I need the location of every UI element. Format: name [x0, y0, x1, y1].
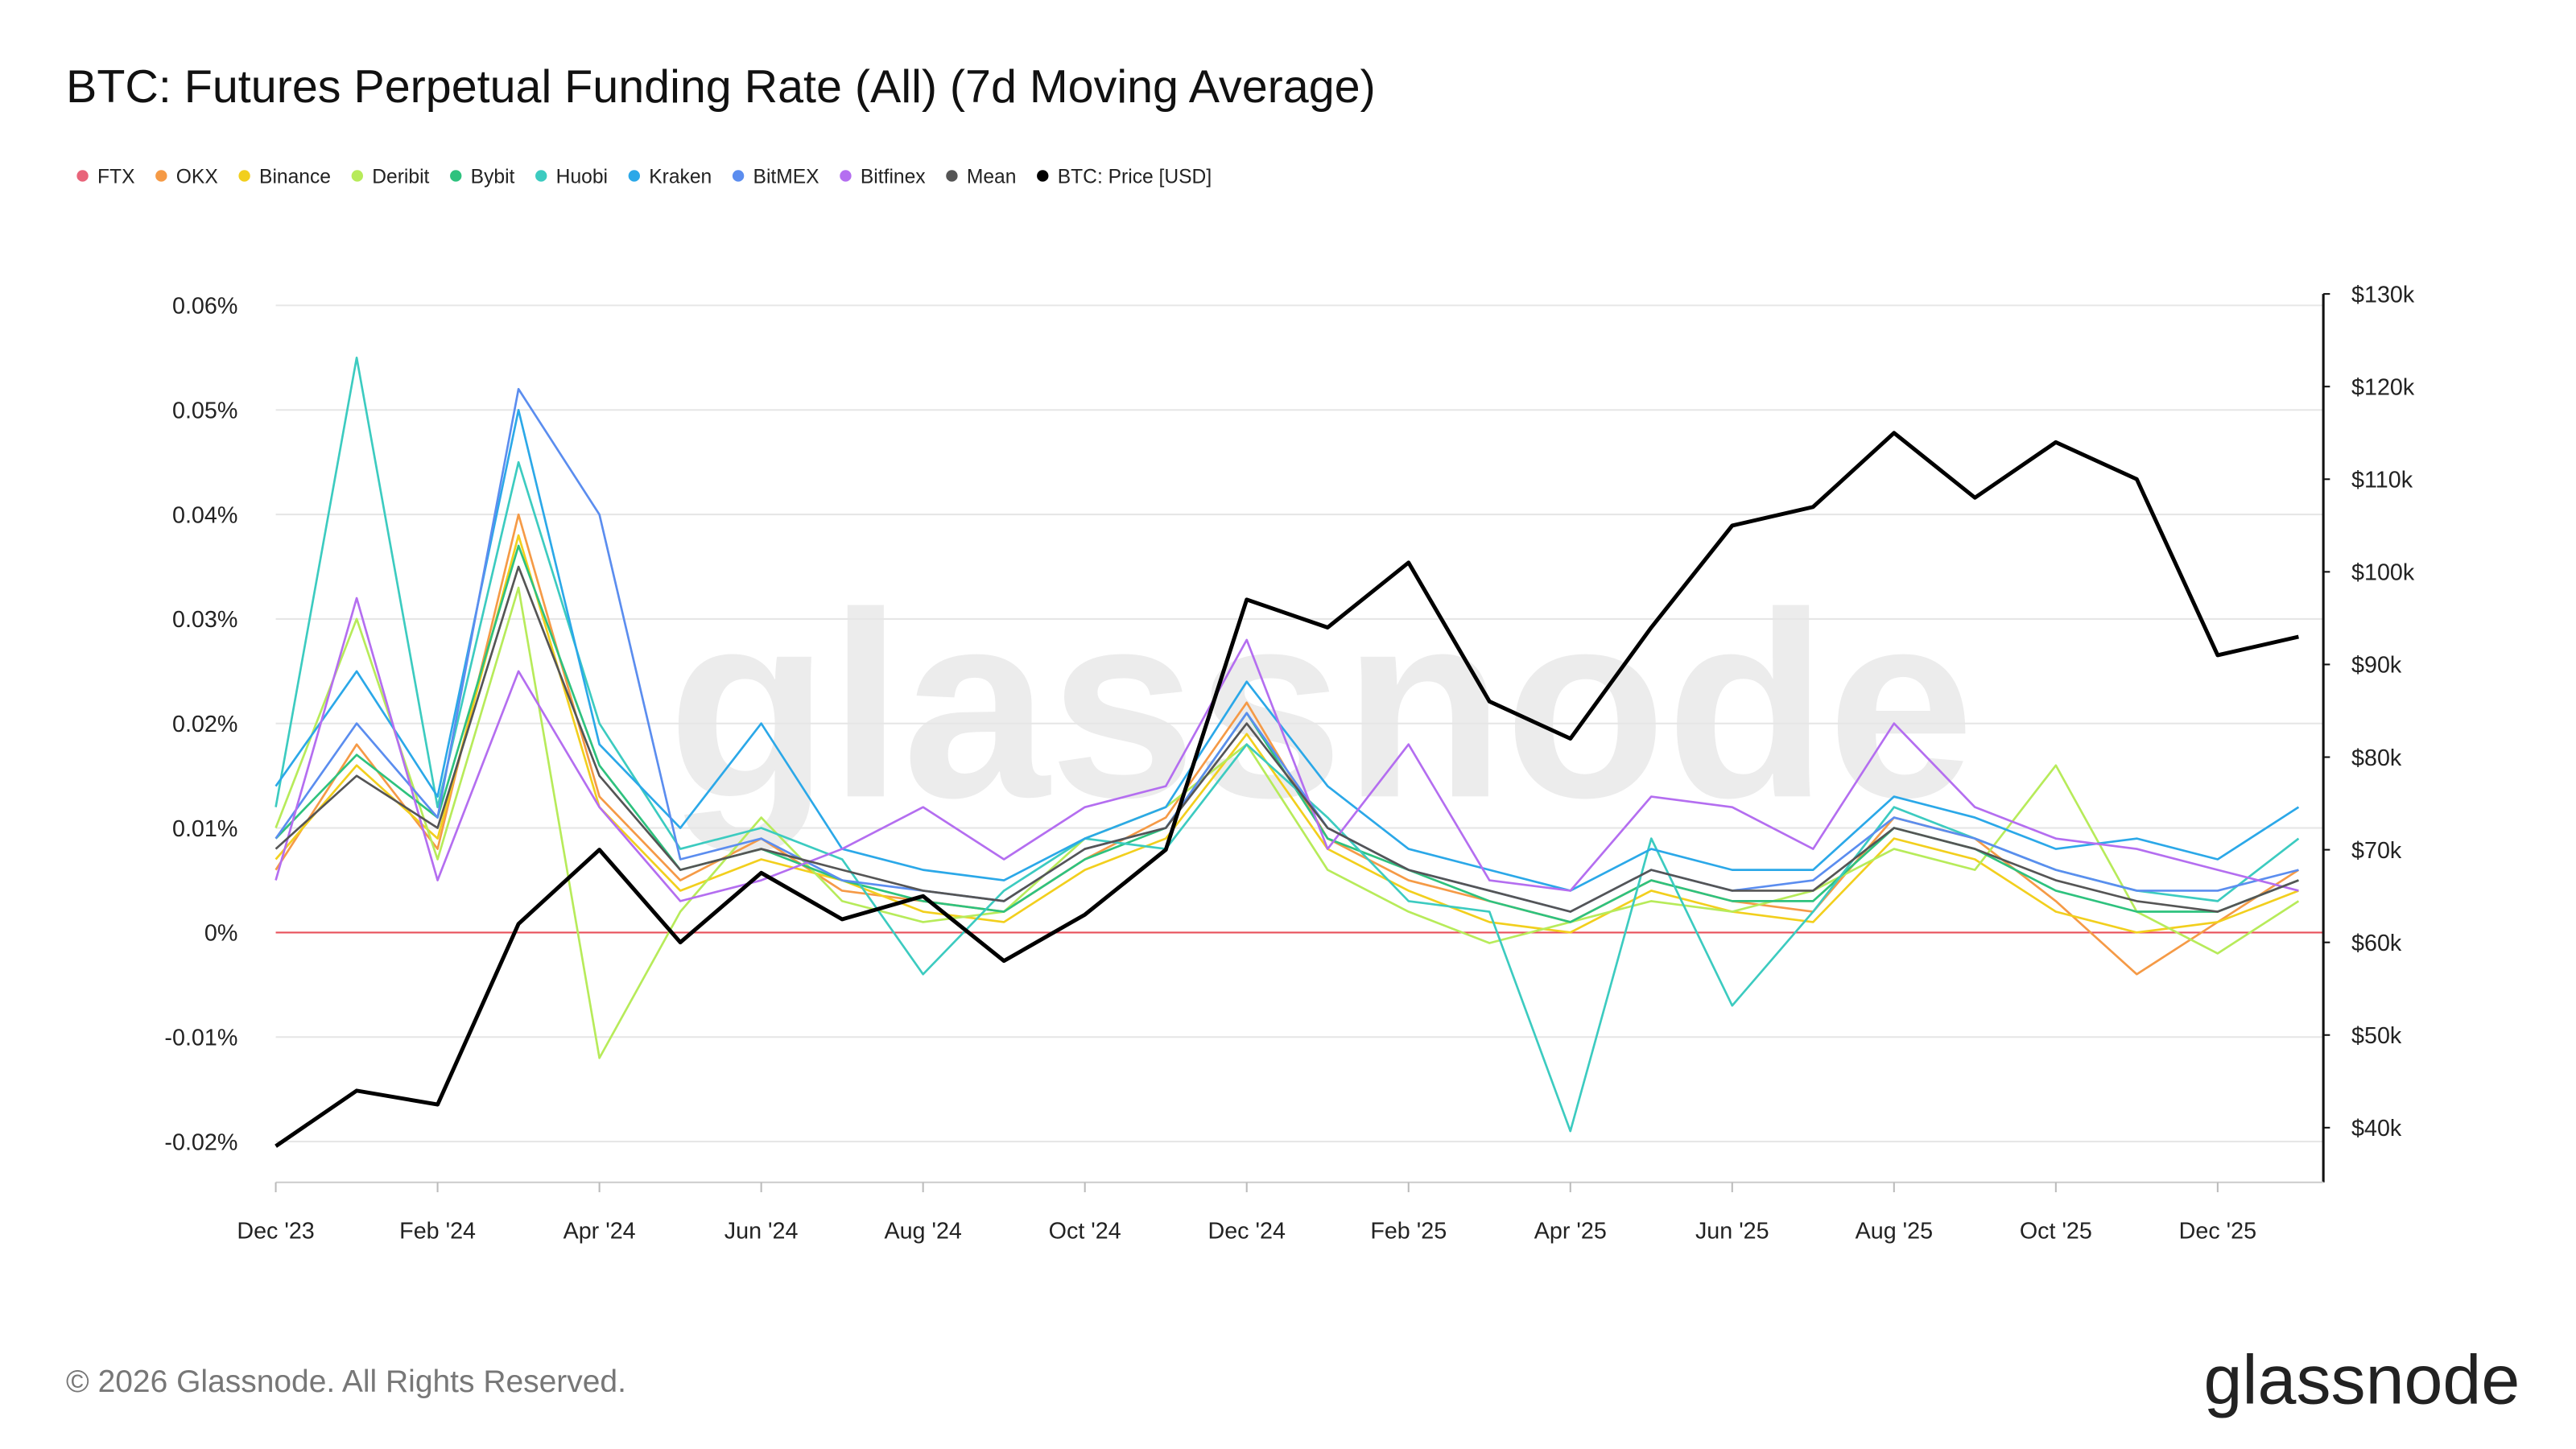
- legend: FTX OKX Binance Deribit Bybit Huobi Kraken BitM…: [76, 167, 1212, 188]
- y2-tick-label: $90k: [2351, 653, 2402, 679]
- legend-swatch: [946, 170, 958, 182]
- y2-tick-label: $130k: [2351, 282, 2415, 308]
- y-tick-label: -0.01%: [164, 1026, 237, 1051]
- y2-tick-label: $120k: [2351, 374, 2415, 400]
- funding-line: [275, 534, 2299, 934]
- plot-area: -0.02% -0.01% 0% 0.01% 0.02% 0.03% 0.04% 0.05% 0…: [164, 282, 2414, 1244]
- funding-line: [275, 409, 2300, 892]
- legend-swatch: [351, 170, 363, 182]
- x-tick-label: Aug '24: [884, 1218, 961, 1244]
- funding-line: [275, 356, 2300, 1133]
- brand-logo: glassnode: [2204, 1342, 2520, 1419]
- y2-tick-label: $110k: [2351, 468, 2413, 493]
- x-tick-label: Oct '24: [1049, 1218, 1121, 1244]
- legend-swatch: [840, 170, 852, 182]
- y-tick-label: -0.02%: [164, 1129, 237, 1155]
- y-tick-label: 0.01%: [172, 816, 237, 842]
- legend-label: Binance: [259, 167, 331, 188]
- legend-swatch: [450, 170, 462, 182]
- legend-label: Kraken: [649, 167, 712, 188]
- y2-tick-label: $70k: [2351, 838, 2402, 864]
- legend-swatch: [238, 170, 250, 182]
- legend-label: BTC: Price [USD]: [1058, 167, 1212, 188]
- x-tick-label: Oct '25: [2020, 1218, 2092, 1244]
- legend-label: BitMEX: [753, 167, 819, 188]
- legend-swatch: [76, 170, 89, 182]
- legend-swatch: [535, 170, 547, 182]
- y-tick-label: 0.04%: [172, 502, 237, 528]
- x-tick-label: Feb '24: [399, 1218, 476, 1244]
- legend-label: Deribit: [372, 167, 429, 188]
- funding-line: [275, 387, 2299, 913]
- x-tick-label: Jun '24: [724, 1218, 799, 1244]
- funding-line: [275, 586, 2300, 1059]
- legend-swatch: [628, 170, 640, 182]
- x-tick-label: Dec '24: [1208, 1218, 1285, 1244]
- y2-tick-label: $80k: [2351, 745, 2402, 771]
- legend-label: Huobi: [556, 167, 608, 188]
- x-tick-label: Apr '24: [564, 1218, 636, 1244]
- legend-label: Bybit: [471, 167, 515, 188]
- y-tick-label: 0.03%: [172, 607, 237, 633]
- y-tick-label: 0.06%: [172, 294, 237, 320]
- chart-title: BTC: Futures Perpetual Funding Rate (All…: [66, 61, 1376, 113]
- y-tick-label: 0.05%: [172, 398, 237, 424]
- legend-swatch: [732, 170, 745, 182]
- y-tick-label: 0.02%: [172, 712, 237, 737]
- funding-line: [275, 565, 2299, 913]
- legend-label: FTX: [97, 167, 134, 188]
- y2-tick-label: $50k: [2351, 1023, 2402, 1049]
- y2-tick-label: $100k: [2351, 560, 2415, 586]
- legend-label: Bitfinex: [861, 167, 926, 188]
- x-tick-label: Aug '25: [1856, 1218, 1933, 1244]
- footer: © 2026 Glassnode. All Rights Reserved.: [66, 1364, 626, 1399]
- x-tick-label: Jun '25: [1695, 1218, 1769, 1244]
- legend-label: OKX: [176, 167, 218, 188]
- x-tick-label: Dec '25: [2179, 1218, 2256, 1244]
- x-tick-label: Feb '25: [1370, 1218, 1447, 1244]
- y-tick-label: 0%: [204, 921, 238, 947]
- funding-line: [275, 597, 2299, 902]
- y2-tick-label: $40k: [2351, 1116, 2402, 1141]
- legend-swatch: [155, 170, 167, 182]
- legend-swatch: [1037, 170, 1049, 182]
- x-tick-label: Dec '23: [237, 1218, 314, 1244]
- legend-label: Mean: [967, 167, 1017, 188]
- y2-tick-label: $60k: [2351, 931, 2402, 956]
- watermark: glassnode: [667, 557, 1974, 854]
- price-line: [275, 431, 2299, 1148]
- x-tick-label: Apr '25: [1534, 1218, 1607, 1244]
